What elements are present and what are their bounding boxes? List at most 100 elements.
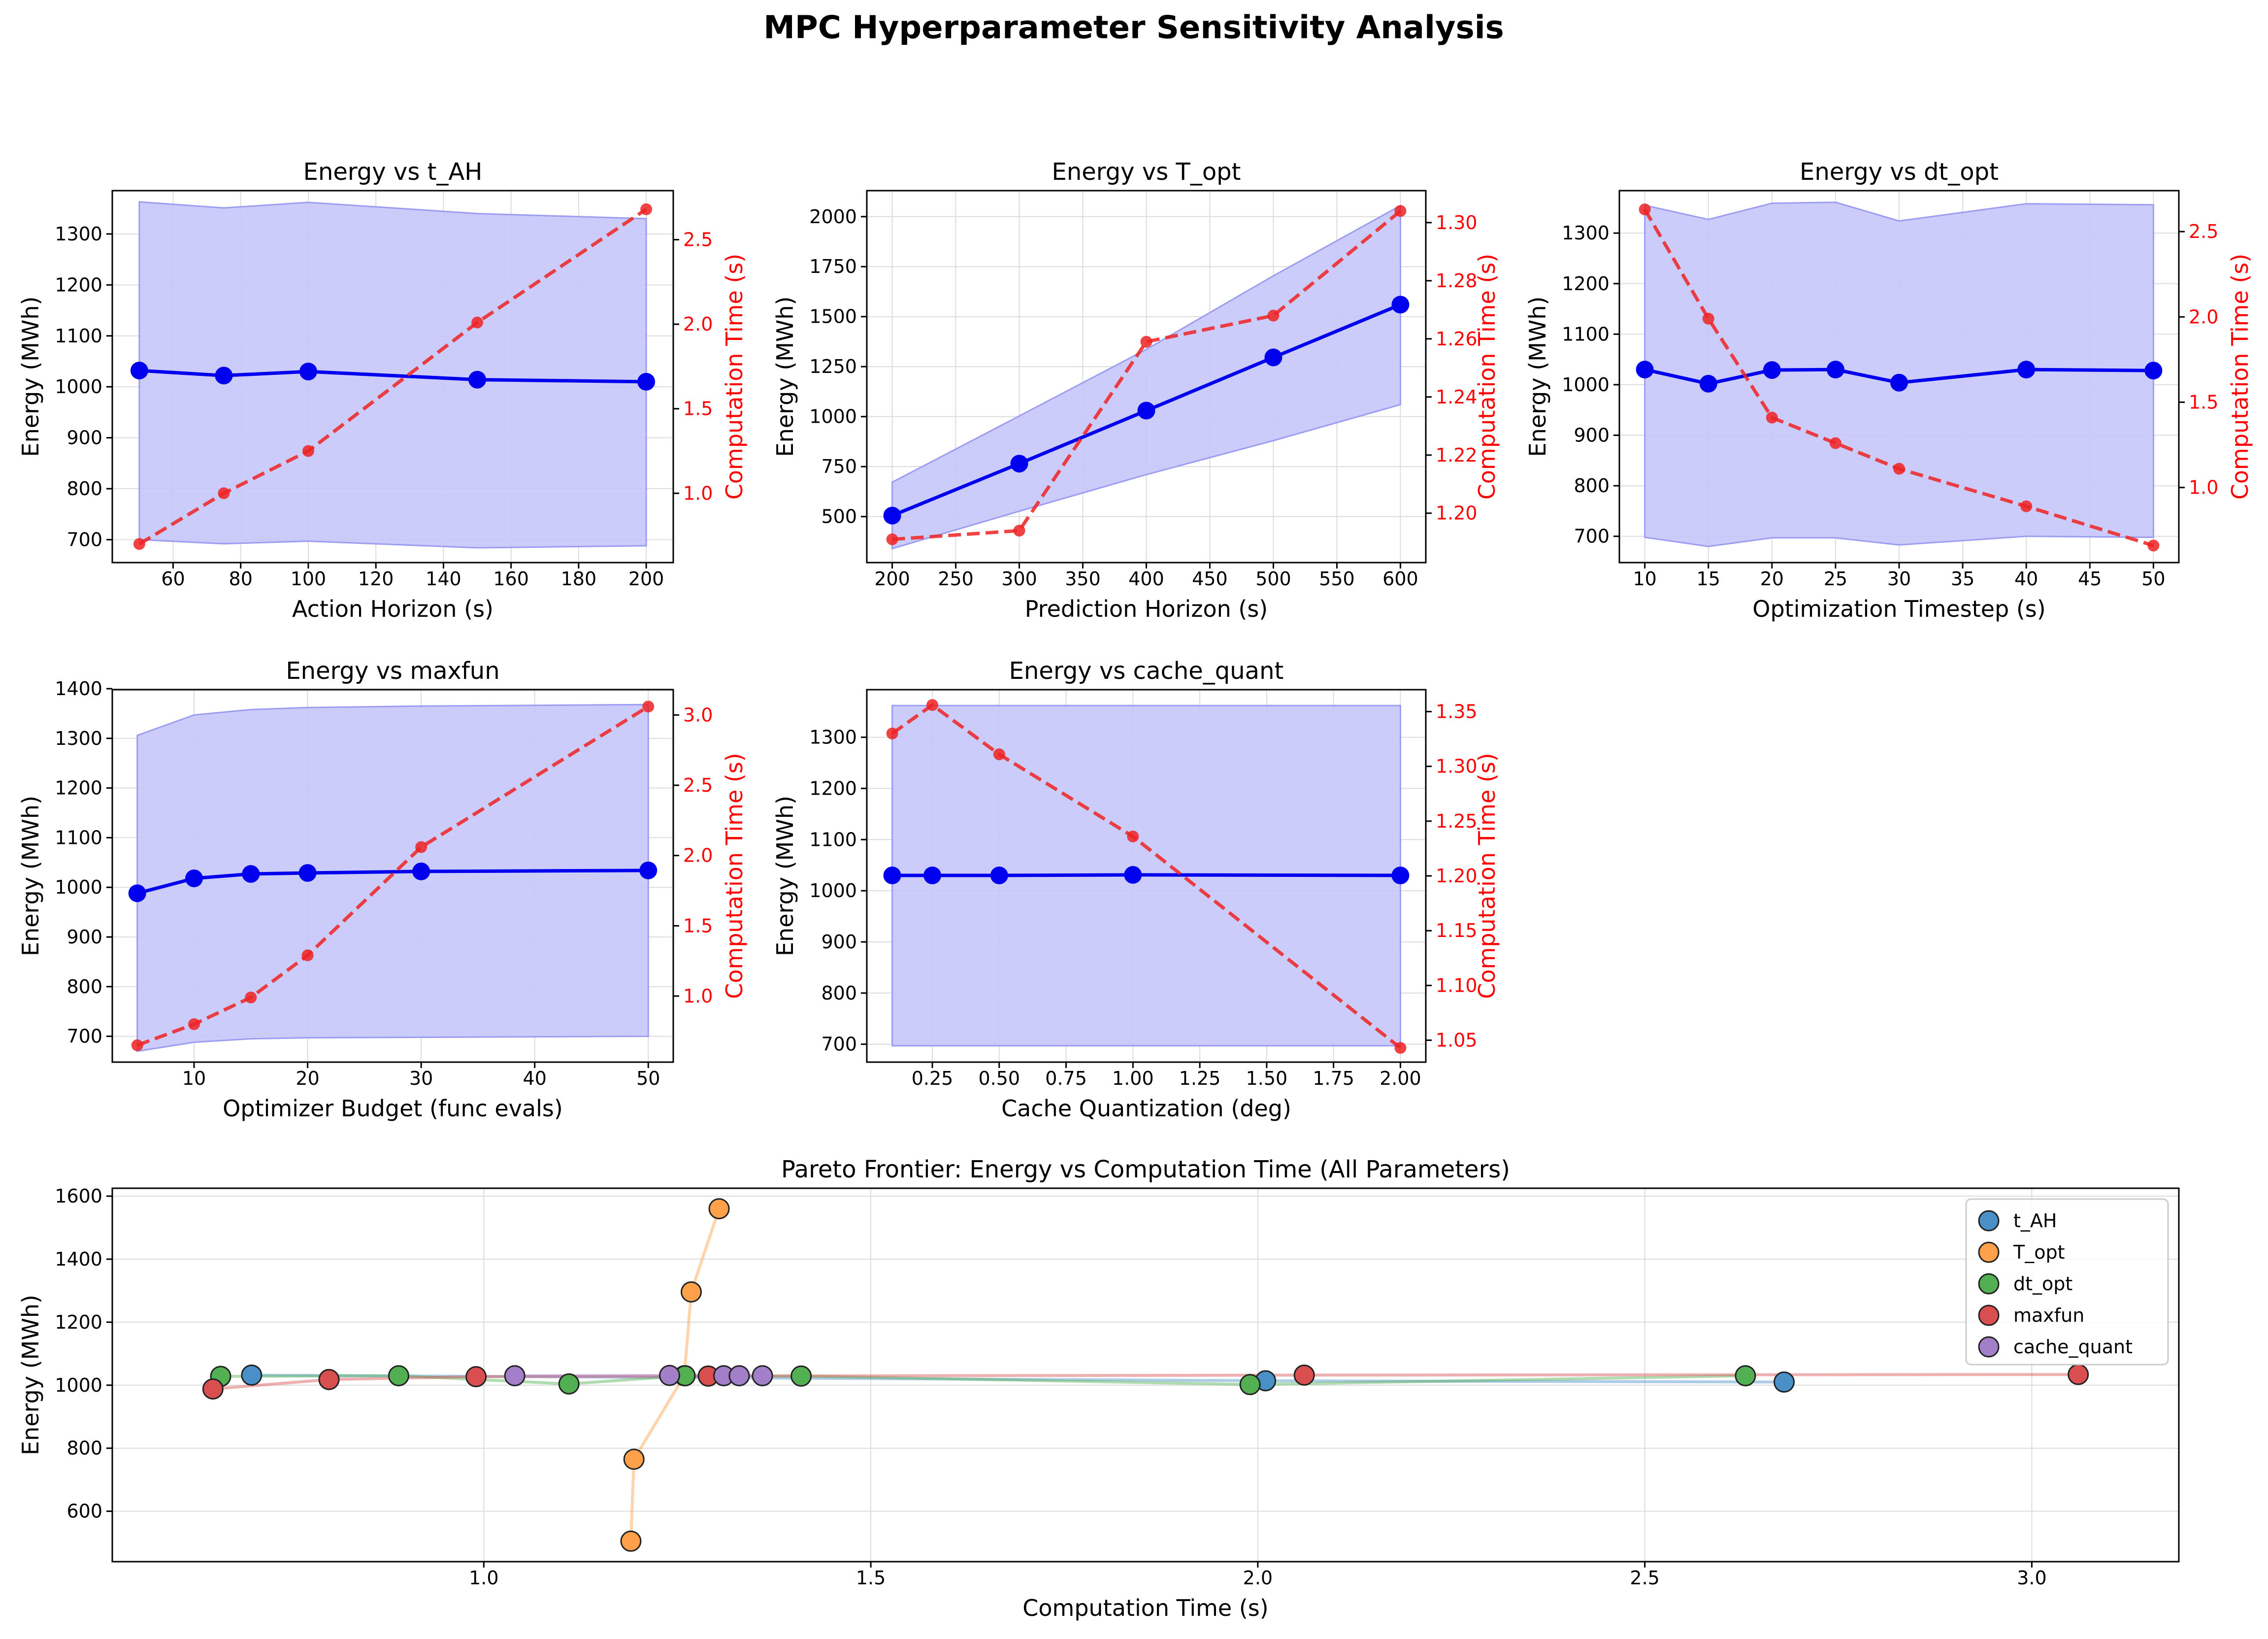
y-tick-label: 1300 (55, 728, 102, 749)
axes-frame (111, 689, 674, 1063)
x-tick-label: 160 (493, 568, 529, 590)
y-tick-label: 1500 (809, 306, 857, 328)
panel-title: Energy vs cache_quant (1009, 657, 1284, 685)
y2-tick-label: 2.0 (683, 313, 713, 335)
panel-0: 60 80 100 120 140 160 180 200 700 800 900 1000 1100 1… (17, 158, 748, 622)
x-tick-label: 40 (2014, 568, 2038, 590)
y2-tick-label: 1.20 (1436, 865, 1478, 887)
y-tick-label: 900 (1574, 424, 1610, 446)
y2-tick-label: 1.15 (1436, 920, 1478, 941)
panel-2: 10 15 20 25 30 35 40 45 50 700 800 900 1000 1100 1200 1… (1524, 158, 2253, 622)
pareto-point-cache-quant (504, 1365, 526, 1387)
y-tick-label: 700 (66, 529, 102, 550)
panel-3: 10 20 30 40 50 700 800 900 1000 1100 1200 1300 1400 1… (17, 657, 748, 1122)
computation-time-point (2147, 539, 2160, 552)
computation-time-point (640, 203, 653, 215)
pareto-point-T-opt (623, 1448, 645, 1470)
energy-point (1763, 361, 1781, 379)
computation-time-point (1394, 205, 1407, 217)
energy-point (1391, 866, 1410, 884)
x-tick-label: 500 (1255, 568, 1291, 590)
x-tick-label: 0.25 (912, 1068, 953, 1089)
y2-axis-label: Computation Time (s) (2227, 254, 2253, 500)
energy-point (1124, 866, 1142, 884)
y-tick-label: 1100 (809, 829, 857, 850)
pareto-point-T-opt (681, 1281, 702, 1303)
y2-tick-label: 1.0 (683, 985, 713, 1007)
computation-time-line (892, 209, 1402, 541)
energy-point (1699, 374, 1717, 393)
x-tick-label: 25 (1824, 568, 1847, 590)
x-tick-label: 35 (1951, 568, 1974, 590)
y2-tick-label: 3.0 (683, 704, 713, 726)
x-tick-label: 20 (296, 1068, 319, 1089)
x-tick-label: 80 (229, 568, 253, 590)
pareto-point-T-opt (620, 1530, 642, 1552)
pareto-point-maxfun (2068, 1364, 2089, 1385)
energy-point (128, 884, 146, 903)
y-axis-label: Energy (MWh) (772, 297, 798, 457)
y-tick-label: 1000 (809, 880, 857, 902)
x-tick-label: 2.0 (1243, 1567, 1273, 1589)
y2-tick-label: 2.5 (2189, 221, 2218, 242)
x-tick-label: 3.0 (2017, 1567, 2046, 1589)
y-axis-label: Energy (MWh) (17, 297, 44, 457)
y-tick-label: 1600 (55, 1185, 102, 1207)
computation-time-point (642, 701, 655, 713)
y-axis-label: Energy (MWh) (772, 796, 798, 956)
x-tick-label: 1.5 (856, 1567, 886, 1589)
energy-point (412, 862, 430, 880)
y2-tick-label: 1.24 (1436, 386, 1478, 408)
x-axis-label: Optimization Timestep (s) (1752, 596, 2045, 622)
y-tick-label: 1100 (55, 325, 102, 347)
computation-time-point (1127, 830, 1139, 842)
energy-point (1010, 455, 1028, 473)
pareto-point-maxfun (318, 1369, 340, 1390)
energy-point (130, 362, 148, 380)
y-axis-label: Energy (MWh) (17, 1295, 44, 1455)
x-axis-label: Computation Time (s) (1022, 1595, 1268, 1621)
computation-time-point (993, 748, 1005, 761)
y2-tick-label: 1.25 (1436, 810, 1478, 832)
pareto-point-dt-opt (388, 1365, 409, 1387)
energy-point (185, 870, 203, 888)
y-tick-label: 1250 (809, 356, 857, 377)
x-tick-label: 2.5 (1630, 1567, 1659, 1589)
panel-title: Pareto Frontier: Energy vs Computation T… (781, 1156, 1510, 1183)
panel-1: 200 250 300 350 400 450 500 550 600 500 750 1000 125… (772, 158, 1500, 622)
axes-frame (111, 1187, 2180, 1563)
y2-tick-label: 1.28 (1436, 270, 1478, 292)
energy-point (1890, 373, 1908, 392)
x-tick-label: 250 (938, 568, 974, 590)
y-tick-label: 800 (1574, 475, 1610, 497)
y-tick-label: 1400 (55, 1248, 102, 1270)
x-tick-label: 0.75 (1045, 1068, 1087, 1089)
legend-marker-cache-quant (1978, 1336, 2000, 1358)
y2-tick-label: 1.05 (1436, 1030, 1478, 1051)
energy-point (1264, 348, 1282, 367)
computation-time-point (886, 727, 898, 739)
energy-point (1137, 401, 1155, 420)
energy-point (923, 866, 942, 884)
y-tick-label: 1300 (55, 223, 102, 245)
y2-axis-label: Computation Time (s) (1474, 254, 1500, 500)
x-tick-label: 140 (426, 568, 461, 590)
y-tick-label: 2000 (809, 206, 857, 228)
x-tick-label: 10 (182, 1068, 206, 1089)
pareto-point-t-AH (241, 1364, 263, 1386)
energy-point (639, 861, 657, 879)
pareto-point-cache-quant (728, 1365, 750, 1387)
pareto-point-T-opt (708, 1198, 730, 1220)
x-axis-label: Prediction Horizon (s) (1025, 596, 1268, 622)
x-tick-label: 50 (636, 1068, 660, 1089)
computation-time-point (886, 533, 898, 545)
computation-time-point (926, 699, 939, 711)
computation-time-point (218, 487, 230, 500)
pareto-line-maxfun (213, 1373, 2078, 1391)
x-axis-label: Action Horizon (s) (292, 596, 493, 622)
y-tick-label: 1200 (55, 777, 102, 799)
x-tick-label: 45 (2078, 568, 2102, 590)
y-tick-label: 700 (821, 1034, 857, 1055)
x-tick-label: 10 (1633, 568, 1656, 590)
